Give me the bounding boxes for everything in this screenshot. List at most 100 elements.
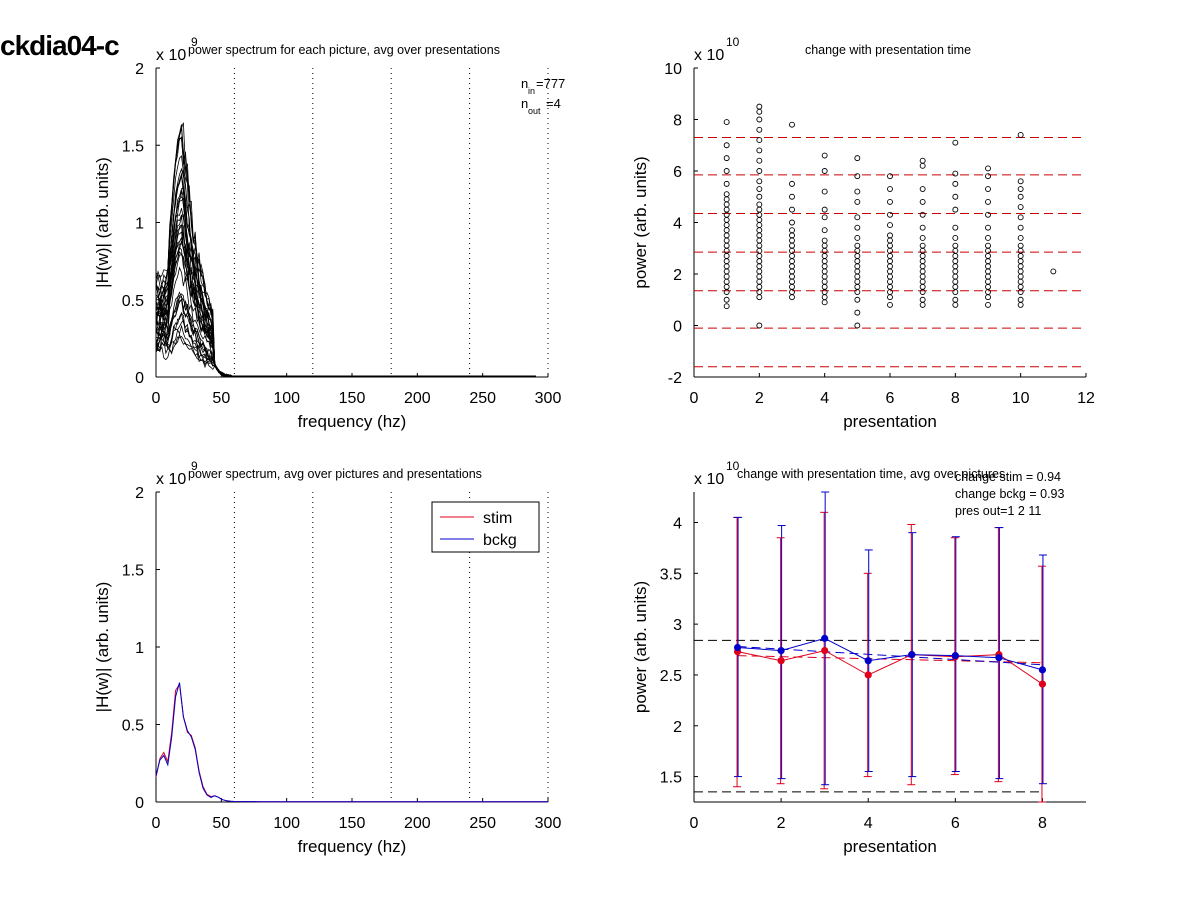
p2-scatter-point: [985, 273, 991, 280]
p1-x-tick-label: 200: [404, 390, 431, 407]
p2-scatter-point: [1017, 178, 1024, 185]
p2-scatter-point: [887, 186, 893, 192]
p4-point-bckg: [908, 651, 916, 659]
p2-scatter-point: [887, 263, 893, 270]
p2-scatter-point: [756, 242, 763, 249]
p2-scatter-point: [789, 242, 795, 249]
p2-scatter-point: [854, 309, 861, 316]
p2-scatter-point: [821, 152, 828, 159]
p2-y-tick-label: 8: [673, 113, 682, 130]
p2-y-tick-label: 0: [673, 319, 682, 336]
p2-scatter-point: [723, 242, 730, 249]
p2-scatter-point: [887, 242, 893, 249]
p2-scatter-point: [887, 237, 893, 244]
p2-scatter-point: [723, 119, 730, 126]
p2-scatter-point: [723, 263, 730, 270]
p2-scatter-point: [821, 206, 828, 213]
p4-point-stim: [1038, 680, 1047, 688]
p2-scatter-point: [756, 137, 763, 144]
p1-y-tick-label: 2: [135, 61, 144, 78]
p2-scatter-point: [919, 268, 926, 275]
p2-scatter-point: [756, 258, 763, 265]
p2-scatter-point: [919, 273, 926, 280]
p4-title: change with presentation time, avg over …: [737, 467, 1005, 481]
p2-scatter-point: [756, 211, 763, 218]
p4-x-tick-label: 2: [777, 815, 786, 832]
p3-y-exponent: x 10: [156, 471, 186, 488]
p2-scatter-point: [723, 303, 730, 310]
p4-y-exponent-power: 10: [726, 459, 740, 473]
p1-x-tick-label: 300: [535, 390, 562, 407]
p2-scatter-point: [756, 322, 763, 329]
p2-scatter-point: [887, 294, 893, 301]
p1-x-tick-label: 150: [339, 390, 366, 407]
p2-scatter-point: [919, 296, 926, 303]
p2-scatter-point: [985, 173, 991, 180]
p2-scatter-point: [1050, 268, 1057, 275]
p2-x-tick-label: 2: [755, 390, 764, 407]
p2-scatter-point: [919, 198, 926, 205]
p2-scatter-point: [854, 253, 861, 259]
p1-x-tick-label: 100: [273, 390, 300, 407]
p3-legend-label-bckg: bckg: [483, 532, 517, 549]
p2-scatter-point: [789, 206, 795, 213]
p2-scatter-point: [985, 294, 991, 301]
p2-axes: 0 2 4 6 8 10 12 -2 0 2 4 6 8 10 presentation power (arb…: [631, 35, 1095, 431]
p4-x-tick-label: 6: [951, 815, 960, 832]
p2-scatter-point: [756, 126, 763, 133]
p2-scatter-point: [985, 224, 991, 231]
p2-scatter-point: [756, 206, 763, 213]
p1-n-out-letter: n: [521, 96, 528, 111]
p2-scatter-point: [723, 196, 730, 203]
p2-scatter-point: [821, 273, 828, 280]
p2-scatter-point: [756, 186, 763, 192]
p1-axes: 0 50 100 150 200 250 300 0 0.5 1 1.5 2 frequency (hz…: [93, 35, 565, 431]
p1-y-tick-label: 0: [135, 370, 144, 387]
p2-scatter-point: [985, 234, 991, 241]
p4-point-stim: [821, 646, 829, 655]
p2-scatter-point: [821, 242, 828, 249]
p2-scatter-point: [821, 168, 828, 174]
p3-legend-label-stim: stim: [483, 510, 512, 527]
p2-scatter-point: [854, 198, 861, 205]
p2-scatter-point: [985, 186, 991, 192]
p3-x-tick-label: 150: [339, 815, 366, 832]
p2-scatter-point: [789, 278, 795, 285]
p4-y-tick-label: 2.5: [660, 668, 682, 685]
p2-scatter-point: [1017, 214, 1024, 221]
p1-y-tick-label: 0.5: [122, 293, 144, 310]
p2-scatter-point: [789, 283, 795, 290]
p2-scatter-point: [723, 168, 730, 174]
p2-scatter-point: [789, 263, 795, 270]
p2-scatter-point: [756, 283, 763, 290]
p2-scatter-point: [789, 273, 795, 280]
p2-scatter-point: [919, 263, 926, 270]
p2-scatter-point: [854, 268, 861, 275]
p2-scatter-point: [985, 253, 991, 259]
p2-scatter-point: [887, 211, 893, 218]
p2-scatter-point: [854, 242, 861, 249]
p4-axes: 0 2 4 6 8 1.5 2 2.5 3 3.5 4 presentation power (arb.…: [631, 459, 1086, 856]
p2-scatter-point: [789, 219, 795, 226]
p2-scatter-point: [756, 268, 763, 275]
p2-scatter-point: [919, 301, 926, 308]
p2-scatter-point: [756, 108, 763, 115]
p2-scatter-point: [723, 227, 730, 234]
p4-point-bckg: [1038, 666, 1047, 674]
p4-point-bckg: [733, 643, 742, 652]
p2-scatter-point: [756, 193, 763, 200]
p1-y-tick-label: 1.5: [122, 138, 144, 155]
p1-n-out-subscript: out: [528, 106, 541, 116]
p2-scatter-point: [756, 253, 763, 259]
p2-scatter-point: [756, 222, 763, 229]
p2-scatter-point: [723, 216, 730, 223]
p2-scatter-point: [952, 296, 959, 303]
p2-scatter-point: [887, 258, 893, 265]
p2-scatter-point: [952, 301, 959, 308]
p2-scatter-point: [723, 273, 730, 280]
p1-n-in-value: =777: [536, 76, 565, 91]
p2-scatter-point: [756, 294, 763, 301]
p2-scatter-point: [985, 242, 991, 249]
p4-point-bckg: [951, 652, 959, 660]
